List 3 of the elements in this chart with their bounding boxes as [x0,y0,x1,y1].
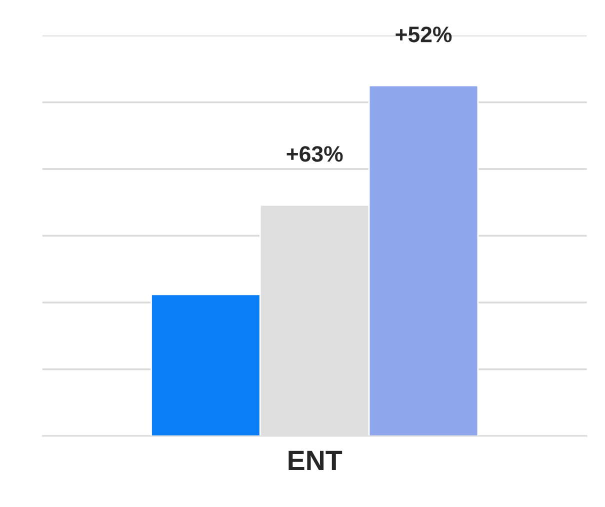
text: +52% [396,26,452,42]
x-tick-label: ENT [288,450,342,470]
annotation: +63% [286,146,343,162]
